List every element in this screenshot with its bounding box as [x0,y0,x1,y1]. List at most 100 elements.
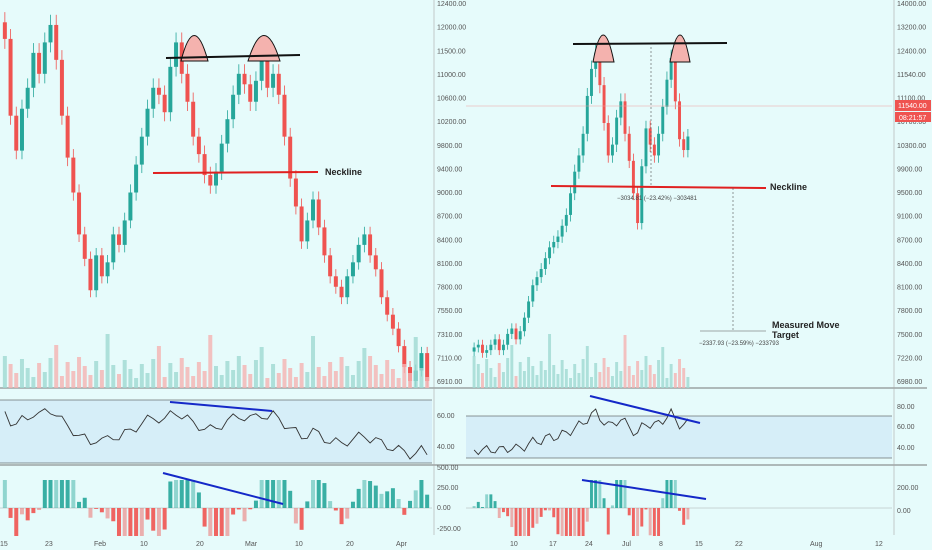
candle [162,94,167,113]
right-price-tick: 6980.00 [897,379,922,386]
right-rsi-tick: 80.00 [897,404,915,411]
macd-bar [311,480,316,508]
volume-bar [485,359,489,388]
left-rsi-tick: 60.00 [437,413,455,420]
volume-bar [493,377,497,388]
left-macd-tick: -250.00 [437,526,461,533]
candle [219,143,224,172]
candle [31,52,36,88]
macd-bar [214,508,218,536]
volume-bar [678,359,681,388]
left-candles [2,12,430,387]
candle [573,171,577,194]
left-macd-tick: 500.00 [437,465,459,472]
volume-bar [644,356,648,388]
candle [493,339,497,345]
volume-bar [527,357,531,388]
volume-bar [276,373,281,388]
volume-bar [168,363,173,388]
volume-bar [552,365,556,388]
left-time-tick: 20 [196,541,204,548]
candle [610,144,614,156]
candle [497,339,501,351]
macd-bar [162,508,167,530]
macd-bar [282,480,287,508]
macd-bar [598,480,602,508]
volume-bar [288,368,293,388]
candle [485,350,489,353]
macd-bar [543,508,547,511]
candle [379,269,384,298]
candle [362,234,367,245]
right-time-tick: Jul [622,541,631,548]
candle [678,101,681,140]
macd-bar [37,508,42,511]
macd-bar [402,508,407,515]
candle [122,220,127,245]
macd-bar [539,508,543,517]
candle [648,128,652,145]
candle [585,95,589,134]
left-price-tick: 8100.00 [437,261,462,268]
macd-bar [564,508,568,536]
candle [77,192,82,235]
macd-bar [556,508,560,535]
volume-bar [316,367,321,388]
macd-bar [652,508,656,536]
candle [560,225,564,237]
macd-bar [590,480,593,508]
macd-bar [288,490,293,508]
left-time-tick: 10 [140,541,148,548]
macd-bar [362,480,367,508]
candle [82,234,87,259]
volume-bar [139,364,144,388]
candle [686,136,690,151]
macd-bar [585,508,589,522]
candle [615,117,619,145]
volume-bar [202,371,207,388]
right-countdown-tag [895,112,931,122]
candle [99,255,104,277]
macd-bar [518,508,522,536]
volume-bar [556,374,560,388]
candle [333,276,338,287]
left-peak-1-arc [180,35,209,62]
volume-bar [322,376,327,388]
left-macd-histogram [2,480,430,536]
macd-bar [65,480,70,508]
macd-bar [276,480,281,508]
macd-bar [259,480,264,508]
macd-bar [493,501,497,508]
right-price-tick: 12400.00 [897,48,926,55]
candle [259,59,264,81]
volume-bar [543,370,547,388]
macd-bar [191,480,196,508]
macd-bar [522,508,526,536]
macd-bar [2,480,7,508]
volume-bar [590,377,593,388]
macd-bar [419,480,424,508]
macd-bar [510,508,514,528]
volume-bar [151,359,156,388]
candle [14,115,19,151]
candle [288,136,293,179]
macd-bar [316,480,321,508]
volume-bar [652,374,656,388]
macd-bar [472,506,476,508]
volume-bar [116,374,121,388]
volume-bar [214,366,218,388]
left-price-tick: 11500.00 [437,48,466,55]
right-neckline [550,185,767,189]
right-price-tick: 8100.00 [897,285,922,292]
right-rsi-band [466,416,892,458]
right-price-tick: 7220.00 [897,355,922,362]
left-time-tick: 20 [346,541,354,548]
macd-bar [661,498,665,508]
left-price-tick: 11000.00 [437,72,466,79]
left-price-tick: 6910.00 [437,379,462,386]
candle [311,199,316,221]
volume-bar [145,373,150,388]
right-time-tick: 12 [875,541,883,548]
right-peak-2-arc [669,34,691,63]
